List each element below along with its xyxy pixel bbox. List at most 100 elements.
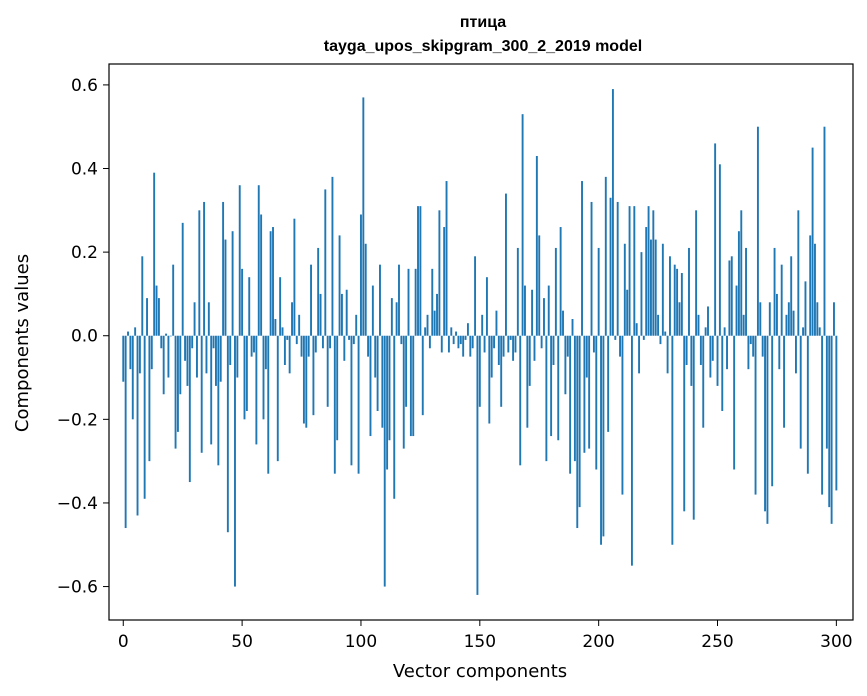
bar [531,289,534,336]
bar [507,335,510,353]
bar [754,335,757,495]
bar [417,206,419,336]
bar [818,327,821,336]
bar [728,260,731,336]
x-axis-label: Vector components [393,661,567,682]
bar [286,335,289,340]
bar [198,210,201,336]
bar [709,335,712,378]
bar [609,197,612,336]
bar [174,335,177,449]
bar [355,314,358,336]
bar [307,335,310,357]
bar [419,206,422,336]
bar [787,302,790,336]
bar [153,172,156,336]
bar [283,335,286,365]
bar [600,335,602,545]
bar [669,256,671,336]
bar [428,335,431,349]
bar [697,314,700,336]
bar [181,222,184,336]
bar [552,335,555,365]
y-tick-label: 0.6 [71,76,98,96]
bar [778,335,781,370]
bar [540,335,543,349]
bar [186,335,189,386]
bar [642,335,645,340]
bar [590,201,593,336]
bar-series [122,89,838,595]
bar [543,298,545,336]
x-tick-label: 0 [118,632,129,652]
bar [495,310,498,336]
bar [775,293,778,336]
bar [592,335,595,353]
bar [704,327,707,336]
bar [222,201,225,336]
bar [165,333,167,336]
bar [386,335,389,470]
bar [136,335,139,516]
bar [790,256,793,336]
bar [438,210,441,336]
bar [621,335,624,495]
bar [795,335,797,374]
bar [550,335,553,437]
bar [524,285,526,336]
bar [314,335,317,353]
bar [267,335,270,474]
bar [243,335,246,420]
bar [747,335,750,370]
bar [785,314,788,336]
bar [169,335,172,337]
bar [478,335,481,407]
bar [321,335,324,349]
bar [692,335,695,520]
bar [505,193,507,336]
bar [476,335,479,595]
bar [345,289,348,336]
bar [462,335,465,357]
bar [471,335,474,349]
bar [445,181,448,336]
bar [369,335,372,437]
bar [562,310,564,336]
bar [485,277,488,336]
bar [219,335,222,382]
bar [792,310,795,336]
bar [559,227,562,336]
bar [816,302,819,336]
bar [160,335,163,349]
bar [645,227,648,336]
bar [528,335,531,386]
bar [616,201,619,336]
bar [262,335,265,420]
bar [699,335,702,365]
bar [737,231,740,336]
bar [343,335,346,361]
bar [661,243,664,336]
bar [381,335,384,428]
bar [350,335,353,466]
bar [288,335,291,374]
bar [814,243,816,336]
bar [509,335,512,340]
bar [364,243,367,336]
bar [193,302,196,336]
bar [619,335,621,357]
bar [374,335,377,378]
bar [447,335,450,353]
bar [264,335,267,370]
bar [324,189,327,336]
bar [512,335,515,361]
bar [571,319,574,336]
bar [497,335,500,365]
bar [535,155,538,336]
bar [217,335,220,466]
bar [395,302,398,336]
bar [409,335,412,437]
bar [379,264,381,336]
bar [735,285,738,336]
